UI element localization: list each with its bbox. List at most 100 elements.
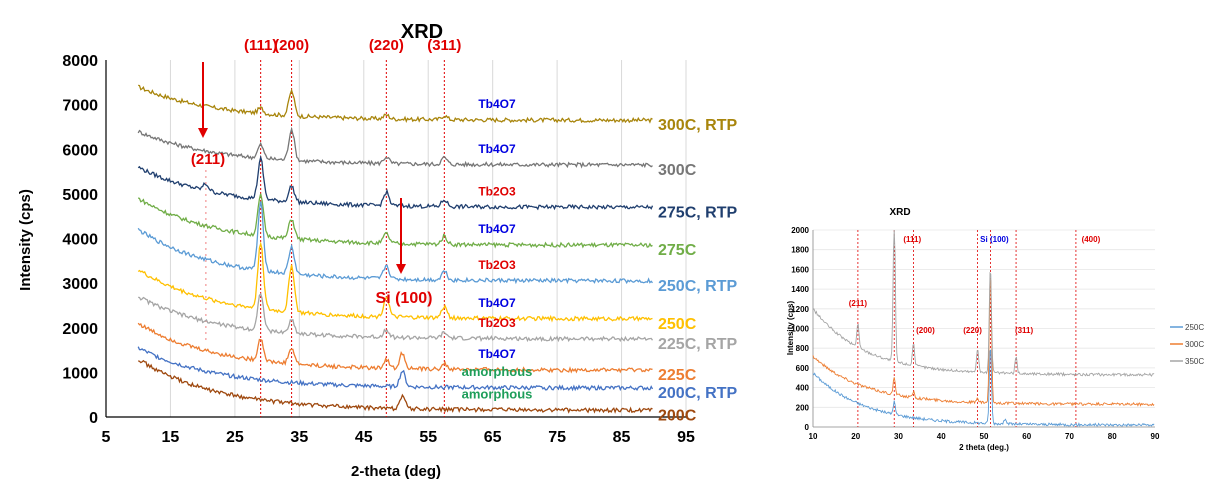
main-series-labels: 300C, RTP 300C 275C, RTP 275C 250C, RTP 250C 2… xyxy=(658,117,737,424)
main-phase-label: Tb4O7 xyxy=(478,296,516,310)
inset-y-tick-label: 200 xyxy=(796,403,810,412)
main-phase-label: Tb2O3 xyxy=(478,316,516,330)
main-series-line xyxy=(137,193,653,249)
main-y-tick-label: 0 xyxy=(89,410,98,427)
main-chart-title: XRD xyxy=(401,21,443,43)
inset-y-tick-label: 2000 xyxy=(791,226,809,235)
main-phase-label: Tb2O3 xyxy=(478,258,516,272)
main-series-label: 225C, RTP xyxy=(658,336,737,353)
inset-legend-label: 350C xyxy=(1185,357,1204,366)
inset-y-tick-label: 1800 xyxy=(791,246,809,255)
inset-series xyxy=(812,229,1155,428)
inset-x-tick-label: 60 xyxy=(1022,432,1031,441)
main-y-ticks: 0 1000 2000 3000 4000 5000 6000 7000 8000 xyxy=(62,53,98,427)
main-series-label: 300C xyxy=(658,162,697,179)
main-series-label: 250C xyxy=(658,316,697,333)
inset-y-tick-label: 1400 xyxy=(791,285,809,294)
main-series-label: 300C, RTP xyxy=(658,117,737,134)
main-series-line xyxy=(137,154,654,211)
main-peak-label: (220) xyxy=(369,37,404,54)
inset-peak-label: (200) xyxy=(916,326,935,335)
main-phase-label: Tb4O7 xyxy=(478,222,516,236)
inset-y-ticks: 0 200 400 600 800 1000 1200 1400 1600 1800 2000 xyxy=(791,226,809,432)
arrow-si-head xyxy=(396,264,406,274)
main-series-label: 225C xyxy=(658,367,697,384)
main-y-tick-label: 4000 xyxy=(62,232,98,249)
main-grid xyxy=(169,60,687,417)
inset-legend: 250C 300C 350C xyxy=(1170,323,1204,366)
inset-y-tick-label: 0 xyxy=(805,423,810,432)
main-phase-label: amorphous xyxy=(462,364,533,379)
si-100-label: Si (100) xyxy=(376,290,433,307)
inset-series-line xyxy=(812,349,1155,428)
inset-peak-label: (211) xyxy=(849,299,868,308)
main-y-axis-label: Intensity (cps) xyxy=(17,189,34,291)
inset-xrd-chart: XRD 0 200 400 600 800 1000 1200 1400 1600 1800 200… xyxy=(786,207,1204,452)
main-series xyxy=(137,84,654,414)
main-phase-label: Tb4O7 xyxy=(478,347,516,361)
main-x-tick-label: 35 xyxy=(290,429,308,446)
inset-y-tick-label: 1000 xyxy=(791,325,809,334)
main-phase-label: amorphous xyxy=(462,386,533,401)
main-x-tick-label: 15 xyxy=(162,429,180,446)
main-peak-label: (200) xyxy=(274,37,309,54)
main-series-line xyxy=(137,126,653,169)
main-phase-label: Tb4O7 xyxy=(478,97,516,111)
inset-x-tick-label: 90 xyxy=(1151,432,1160,441)
main-series-line xyxy=(137,346,654,392)
main-series-label: 275C, RTP xyxy=(658,204,737,221)
inset-y-axis-label: Intensity (cps) xyxy=(786,301,795,356)
main-x-tick-label: 25 xyxy=(226,429,244,446)
main-series-line xyxy=(138,359,653,414)
main-y-tick-label: 7000 xyxy=(62,98,98,115)
main-peak-label: (311) xyxy=(427,37,461,54)
inset-x-tick-label: 30 xyxy=(894,432,903,441)
inset-y-tick-label: 600 xyxy=(796,364,810,373)
main-y-tick-label: 8000 xyxy=(62,53,98,70)
main-peak-label: (111) xyxy=(244,37,277,54)
main-phase-label: Tb2O3 xyxy=(478,184,516,198)
main-series-label: 200C xyxy=(658,407,697,424)
inset-y-tick-label: 800 xyxy=(796,344,810,353)
inset-x-tick-label: 70 xyxy=(1065,432,1074,441)
main-x-tick-label: 5 xyxy=(102,429,111,446)
inset-peak-label: Si (100) xyxy=(980,235,1009,244)
inset-peak-lines: (211) (111) (200) (220) Si (100) (311) (400) xyxy=(849,230,1101,427)
inset-x-tick-label: 10 xyxy=(809,432,818,441)
inset-grid xyxy=(813,229,1155,408)
arrow-211-head xyxy=(198,128,208,138)
main-phase-label: Tb4O7 xyxy=(478,142,516,156)
main-series-label: 200C, RTP xyxy=(658,385,737,402)
inset-legend-label: 300C xyxy=(1185,340,1204,349)
inset-series-line xyxy=(812,278,1155,407)
inset-y-tick-label: 400 xyxy=(796,384,810,393)
inset-peak-label: (111) xyxy=(903,235,921,244)
inset-x-tick-label: 80 xyxy=(1108,432,1117,441)
main-x-axis-label: 2-theta (deg) xyxy=(351,463,441,480)
inset-peak-label: (220) xyxy=(963,326,982,335)
peak-label-211: (211) xyxy=(191,151,225,168)
inset-legend-label: 250C xyxy=(1185,323,1204,332)
inset-x-axis-label: 2 theta (deg.) xyxy=(959,443,1009,452)
inset-y-tick-label: 1600 xyxy=(791,265,809,274)
main-y-tick-label: 2000 xyxy=(62,321,98,338)
main-y-tick-label: 5000 xyxy=(62,187,98,204)
main-y-tick-label: 6000 xyxy=(62,142,98,159)
main-y-tick-label: 3000 xyxy=(62,276,98,293)
main-x-ticks: 5 15 25 35 45 55 65 75 85 95 xyxy=(102,429,695,446)
main-series-label: 250C, RTP xyxy=(658,278,737,295)
main-x-tick-label: 45 xyxy=(355,429,373,446)
main-series-line xyxy=(137,241,653,323)
inset-peak-label: (400) xyxy=(1082,235,1101,244)
inset-x-tick-label: 40 xyxy=(937,432,946,441)
main-peak-lines: (111)(200) (220) (311) xyxy=(205,37,461,417)
main-phase-labels: Tb4O7 Tb4O7 Tb2O3 Tb4O7 Tb2O3 Tb4O7 Tb2O3 Tb4O7… xyxy=(462,97,533,401)
main-x-tick-label: 65 xyxy=(484,429,502,446)
main-x-tick-label: 95 xyxy=(677,429,695,446)
main-xrd-chart: XRD 0 1000 2000 3000 4000 5000 6000 7000 8000 5 1… xyxy=(17,21,737,480)
inset-y-tick-label: 1200 xyxy=(791,305,809,314)
inset-chart-title: XRD xyxy=(889,207,910,218)
inset-peak-label: (311) xyxy=(1015,326,1034,335)
inset-x-tick-label: 50 xyxy=(980,432,989,441)
